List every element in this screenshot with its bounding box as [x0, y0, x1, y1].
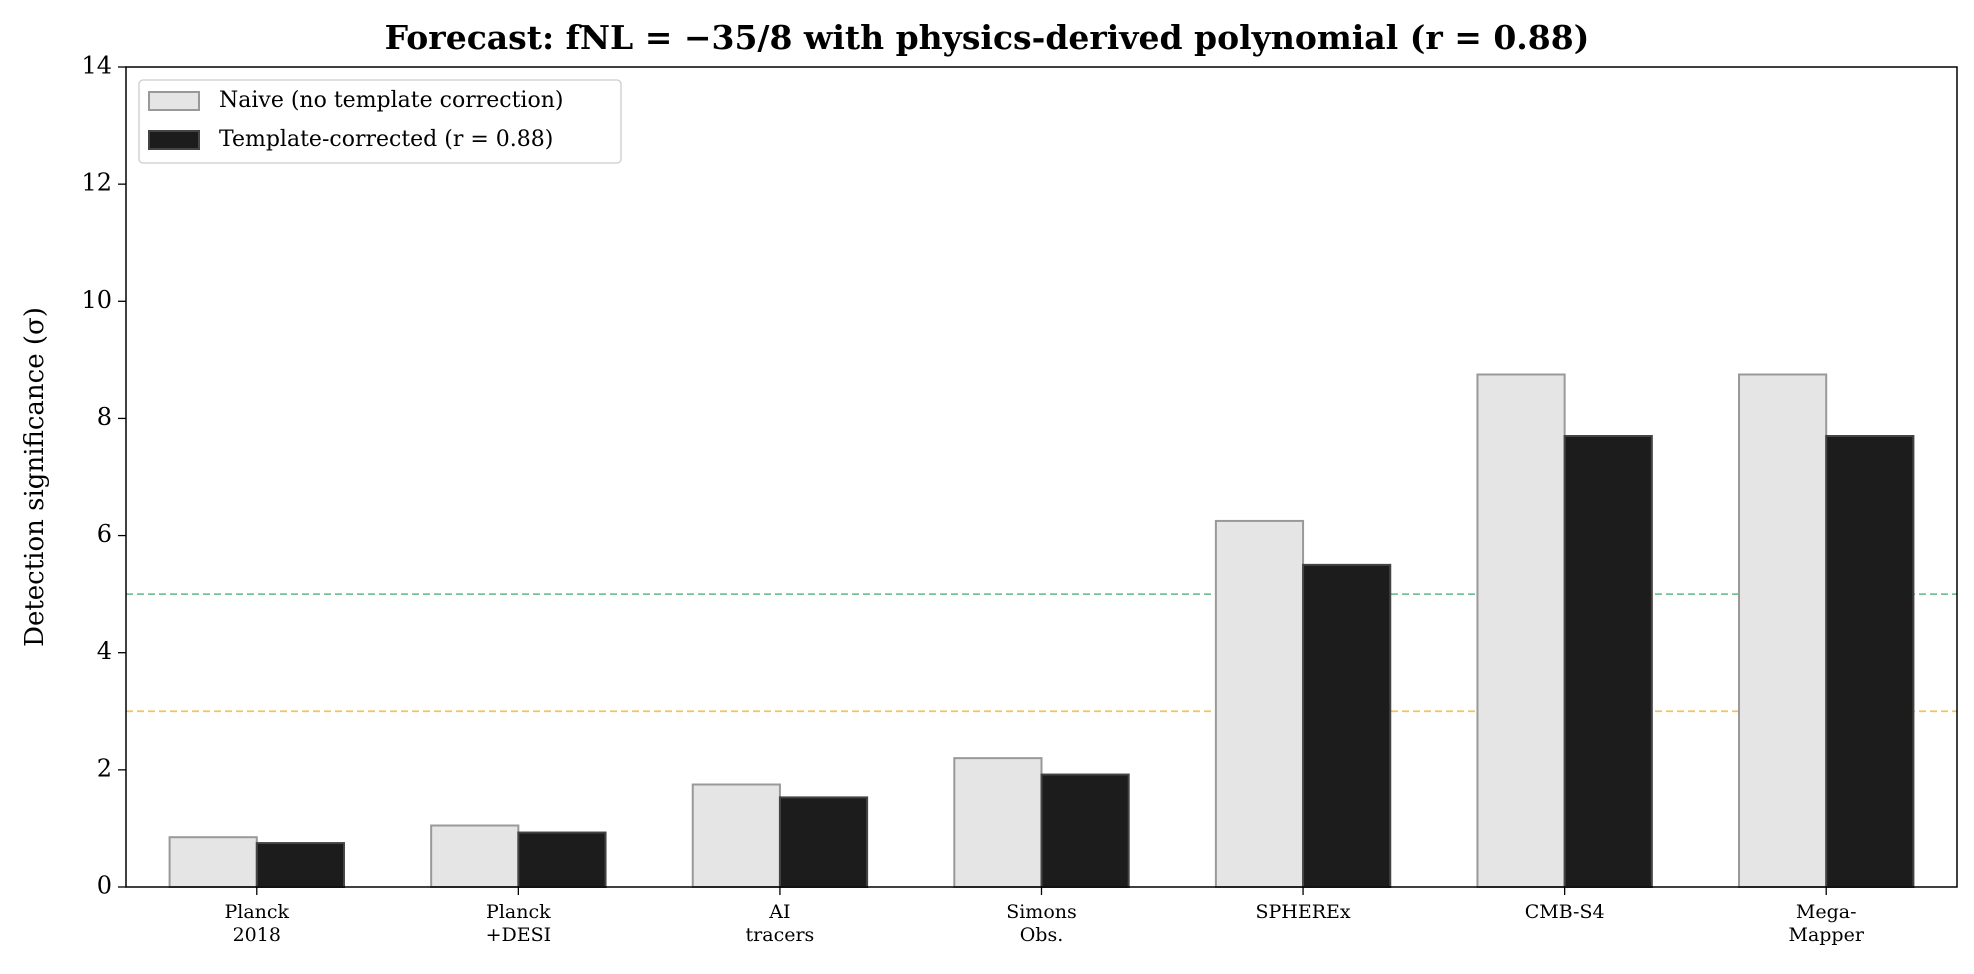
bar	[953, 757, 1043, 889]
y-tick-label: 14	[81, 52, 112, 80]
bar	[1563, 435, 1653, 888]
x-tick-label: Planck +DESI	[485, 901, 552, 946]
bar	[1476, 373, 1566, 888]
y-tick-label: 2	[97, 754, 112, 782]
legend-label: Template-corrected (r = 0.88)	[219, 127, 553, 152]
bar	[1040, 773, 1130, 888]
plot-frame	[125, 66, 1958, 888]
bar	[430, 824, 520, 888]
x-tick-label: CMB-S4	[1524, 901, 1605, 923]
x-tick-label: Planck 2018	[224, 901, 290, 946]
bar	[1302, 563, 1392, 888]
bar	[1825, 435, 1915, 888]
bar	[255, 842, 345, 888]
bar	[1738, 373, 1828, 888]
legend-box	[138, 79, 622, 164]
chart-title: Forecast: fNL = −35/8 with physics-deriv…	[384, 18, 1590, 57]
x-tick-label: AI tracers	[745, 901, 815, 946]
y-axis-label: Detection significance (σ)	[20, 307, 50, 647]
legend-swatch	[148, 91, 200, 111]
x-tick-label: Simons Obs.	[1006, 901, 1077, 946]
bar	[168, 836, 258, 889]
bar	[691, 783, 781, 888]
y-tick-label: 10	[81, 286, 112, 314]
bar	[517, 831, 607, 888]
y-tick-label: 8	[97, 403, 112, 431]
y-tick-label: 4	[97, 637, 112, 665]
x-tick-label: SPHEREx	[1255, 901, 1351, 923]
y-tick-label: 12	[81, 169, 112, 197]
legend-swatch	[148, 130, 200, 150]
legend-label: Naive (no template correction)	[219, 88, 563, 113]
y-tick-label: 6	[97, 520, 112, 548]
y-tick-label: 0	[97, 872, 112, 900]
x-tick-label: Mega- Mapper	[1788, 901, 1864, 946]
bar	[778, 796, 869, 889]
bar	[1214, 519, 1305, 889]
